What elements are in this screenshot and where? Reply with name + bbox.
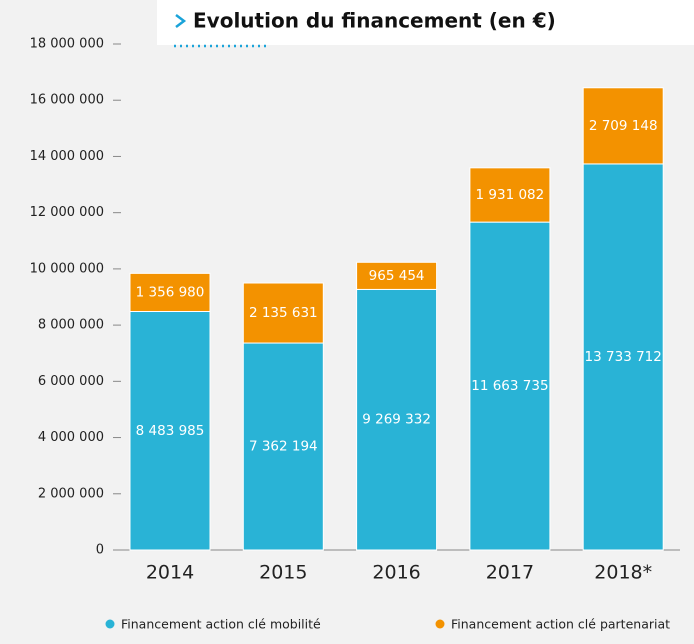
bar-segment bbox=[356, 261, 438, 290]
legend-marker bbox=[435, 619, 445, 629]
legend-label: Financement action clé partenariat bbox=[451, 617, 670, 632]
y-tick-label: 14 000 000 bbox=[30, 149, 104, 164]
bar-segment bbox=[469, 167, 551, 223]
x-tick-label: 2016 bbox=[372, 562, 420, 584]
bar-segment bbox=[582, 87, 664, 165]
bar-segment bbox=[242, 342, 324, 551]
x-tick-label: 2017 bbox=[486, 562, 534, 584]
bar-segment bbox=[129, 311, 211, 551]
value-label: 965 454 bbox=[369, 268, 425, 284]
legend-label: Financement action clé mobilité bbox=[121, 617, 321, 632]
y-tick-label: 12 000 000 bbox=[30, 205, 104, 220]
value-label: 2 709 148 bbox=[589, 118, 658, 134]
y-tick-label: 10 000 000 bbox=[30, 261, 104, 276]
x-tick-label: 2014 bbox=[146, 562, 194, 584]
y-tick-label: 0 bbox=[96, 543, 104, 558]
title-chevron bbox=[175, 14, 187, 28]
value-label: 13 733 712 bbox=[585, 349, 662, 365]
x-tick-label: 2015 bbox=[259, 562, 307, 584]
value-label: 1 931 082 bbox=[476, 187, 545, 203]
title-box bbox=[157, 0, 694, 45]
bar-segment bbox=[129, 272, 211, 313]
bar-segment bbox=[356, 288, 438, 551]
chart-title: Evolution du financement (en €) bbox=[193, 9, 556, 33]
legend-marker bbox=[105, 619, 115, 629]
y-tick-label: 18 000 000 bbox=[30, 37, 104, 52]
bar-segment bbox=[582, 163, 664, 551]
value-label: 2 135 631 bbox=[249, 305, 318, 321]
x-tick-label: 2018* bbox=[594, 562, 652, 584]
y-tick-label: 2 000 000 bbox=[38, 486, 104, 501]
y-tick-label: 6 000 000 bbox=[38, 374, 104, 389]
y-tick-label: 16 000 000 bbox=[30, 93, 104, 108]
value-label: 1 356 980 bbox=[136, 284, 205, 300]
y-tick-label: 8 000 000 bbox=[38, 318, 104, 333]
bar-segment bbox=[242, 282, 324, 344]
value-label: 8 483 985 bbox=[136, 423, 205, 439]
y-tick-label: 4 000 000 bbox=[38, 430, 104, 445]
value-label: 7 362 194 bbox=[249, 439, 318, 455]
value-label: 9 269 332 bbox=[362, 412, 431, 428]
value-label: 11 663 735 bbox=[471, 378, 548, 394]
bar-segment bbox=[469, 221, 551, 551]
